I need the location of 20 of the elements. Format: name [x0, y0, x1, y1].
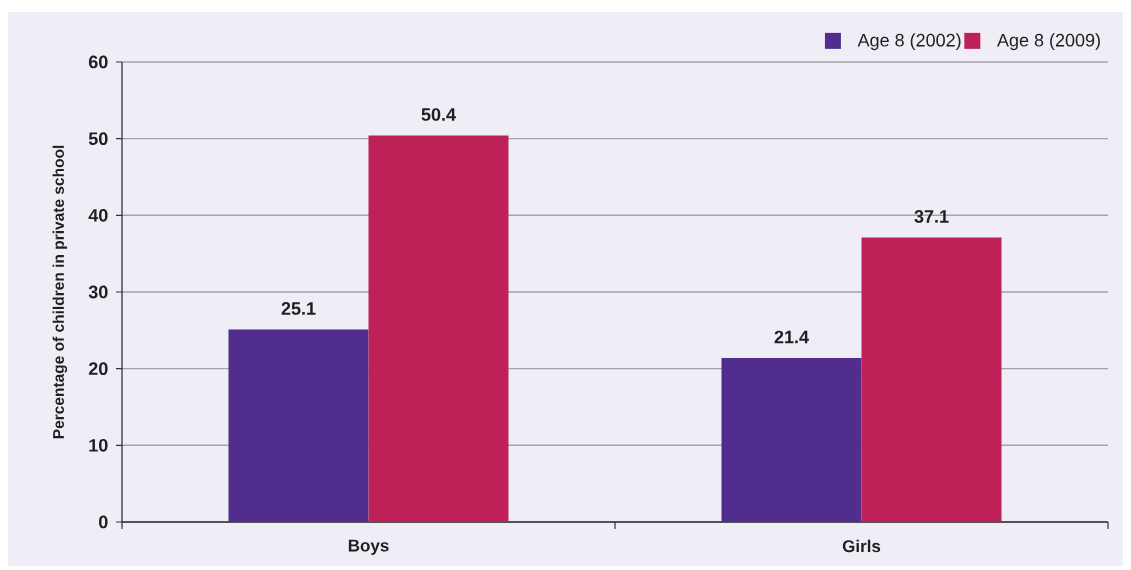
- legend-label: Age 8 (2002): [857, 33, 961, 51]
- y-tick-label: 40: [88, 208, 108, 222]
- data-label: 50.4: [421, 108, 456, 121]
- legend-label: Age 8 (2009): [997, 33, 1100, 51]
- y-tick-label: 60: [88, 55, 108, 69]
- y-tick-label: 20: [88, 362, 108, 376]
- bar: [368, 135, 509, 522]
- y-tick-label: 10: [89, 438, 108, 452]
- y-tick-label: 50: [88, 132, 108, 146]
- y-tick-label: 0: [99, 515, 108, 529]
- bar: [228, 329, 369, 522]
- data-label: 25.1: [281, 302, 316, 315]
- y-tick-label: 30: [88, 285, 108, 299]
- data-label: 37.1: [914, 210, 949, 223]
- bar: [861, 237, 1002, 522]
- y-axis-title: Percentage of children in private school: [52, 145, 68, 439]
- x-tick-label: Girls: [842, 539, 881, 553]
- bar: [721, 357, 862, 522]
- x-tick-label: Boys: [348, 539, 389, 555]
- data-label: 21.4: [774, 330, 809, 344]
